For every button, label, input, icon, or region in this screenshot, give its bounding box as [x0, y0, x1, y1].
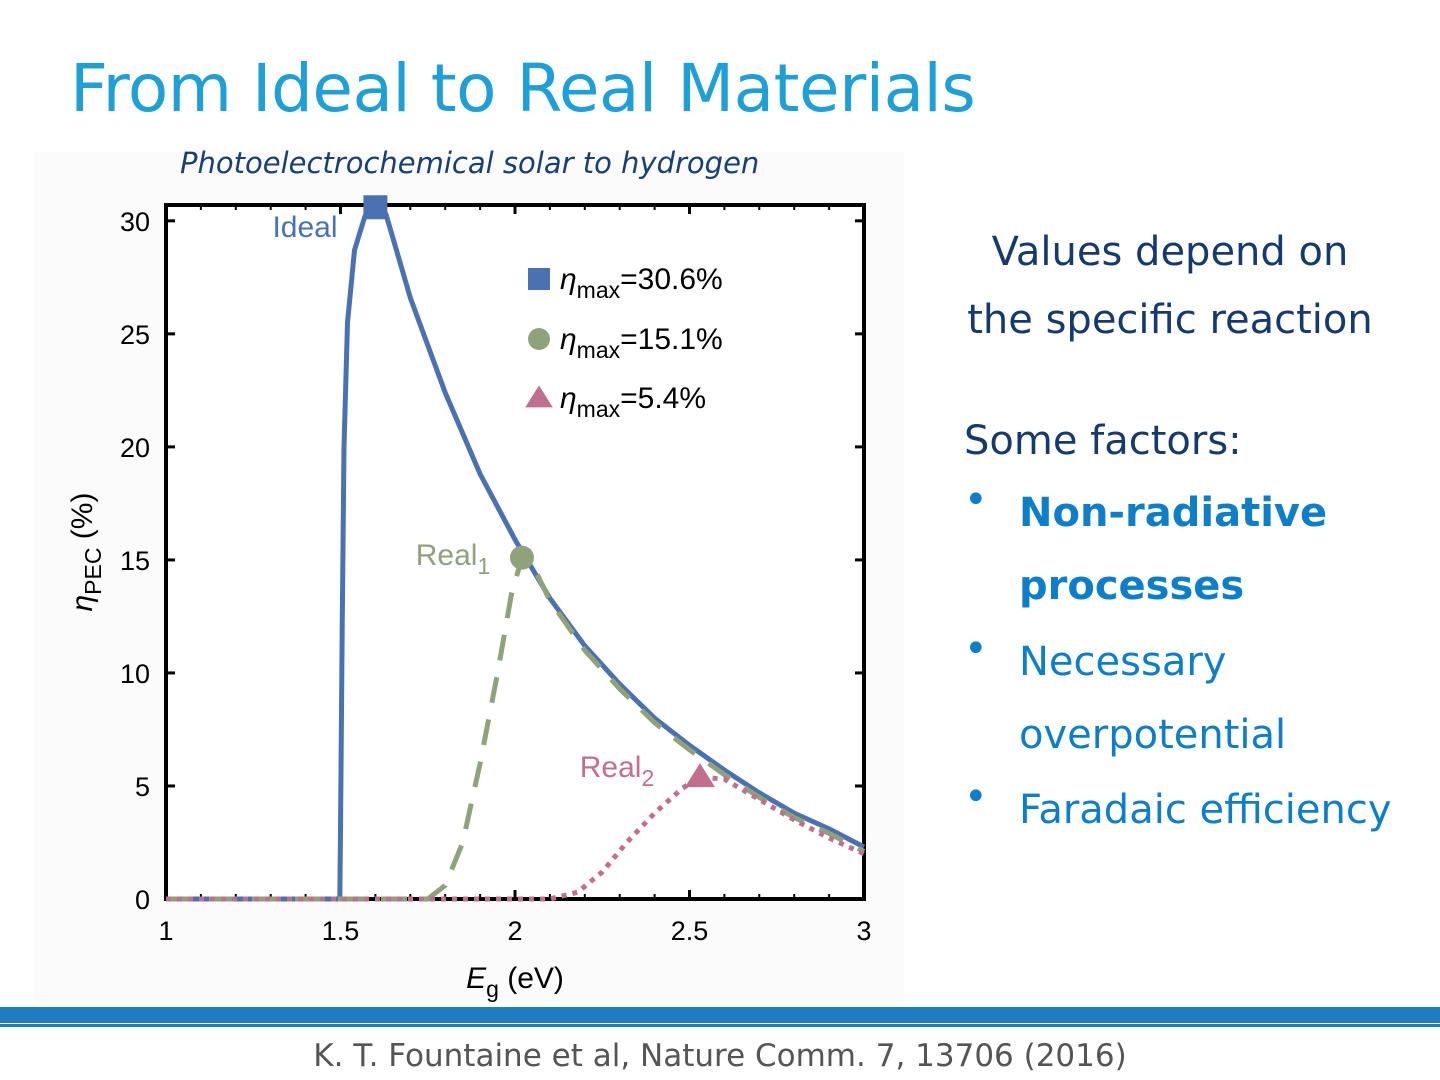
y-tick-label: 5 [135, 772, 150, 802]
legend-marker [528, 268, 550, 290]
y-tick-label: 15 [120, 546, 150, 576]
series-line [166, 555, 866, 902]
footer-bar-line [0, 1024, 1440, 1027]
bullet-dot-icon: • [964, 774, 988, 820]
series-label-ideal: Ideal [272, 211, 337, 244]
series-line [166, 774, 866, 902]
x-axis-label: Eg (eV) [466, 962, 564, 1002]
y-tick-label: 0 [135, 885, 150, 915]
legend-marker [525, 385, 553, 408]
x-tick-label: 1 [158, 916, 173, 946]
peak-marker [509, 545, 534, 570]
y-tick-label: 20 [120, 433, 150, 463]
series-label-real1: Real1 [416, 539, 491, 579]
legend-label: ηmax=15.1% [560, 323, 723, 363]
y-axis-label: ηPEC (%) [66, 493, 106, 612]
peak-marker [363, 195, 388, 220]
y-tick-label: 25 [120, 320, 150, 350]
slide-title: From Ideal to Real Materials [70, 50, 976, 127]
x-tick-label: 2.5 [671, 916, 709, 946]
right-heading-line-1: Values depend on [991, 229, 1349, 275]
legend-label: ηmax=30.6% [560, 263, 723, 303]
bullet-text: Non-radiative processes [1019, 490, 1328, 609]
series-line [166, 204, 866, 902]
bullet-dot-icon: • [964, 626, 988, 672]
bullet-text: Necessary overpotential [1019, 639, 1287, 758]
x-tick-label: 1.5 [322, 916, 360, 946]
bullet-text: Faradaic efficiency [1019, 787, 1392, 833]
series-label-real2: Real2 [580, 751, 655, 791]
footer-bar [0, 1007, 1440, 1023]
citation: K. T. Fountaine et al, Nature Comm. 7, 1… [313, 1038, 1127, 1074]
bullet-dot-icon: • [964, 477, 988, 523]
y-tick-label: 10 [120, 659, 150, 689]
factors-label: Some factors: [964, 418, 1242, 464]
legend-marker [528, 328, 550, 350]
right-heading-line-2: the specific reaction [967, 297, 1373, 343]
x-tick-label: 3 [856, 916, 871, 946]
y-tick-label: 30 [120, 207, 150, 237]
peak-marker [684, 763, 715, 788]
chart-subtitle: Photoelectrochemical solar to hydrogen [180, 146, 760, 180]
x-tick-label: 2 [507, 916, 522, 946]
legend-label: ηmax=5.4% [560, 382, 706, 422]
